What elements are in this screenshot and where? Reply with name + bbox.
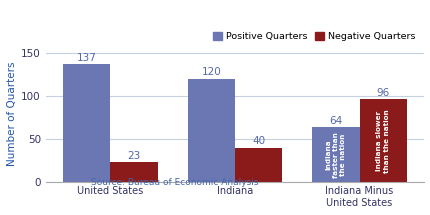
Text: 64: 64: [329, 116, 342, 126]
Text: 40: 40: [252, 137, 264, 146]
Bar: [311, 127, 359, 182]
Text: Source: Bureau of Economic Analysis: Source: Bureau of Economic Analysis: [91, 178, 258, 187]
Text: 23: 23: [127, 151, 140, 161]
Bar: [234, 148, 282, 182]
Bar: [187, 79, 234, 182]
Bar: [110, 163, 157, 182]
Bar: [63, 64, 110, 182]
Text: 96: 96: [376, 88, 389, 98]
Text: 120: 120: [201, 68, 221, 77]
Bar: [359, 100, 406, 182]
Y-axis label: Number of Quarters: Number of Quarters: [7, 61, 17, 166]
Text: 137: 137: [77, 53, 96, 63]
Legend: Positive Quarters, Negative Quarters: Positive Quarters, Negative Quarters: [208, 28, 418, 45]
Text: Indiana
faster than
the nation: Indiana faster than the nation: [325, 132, 346, 178]
Text: Indiana slower
than the nation: Indiana slower than the nation: [375, 109, 389, 173]
